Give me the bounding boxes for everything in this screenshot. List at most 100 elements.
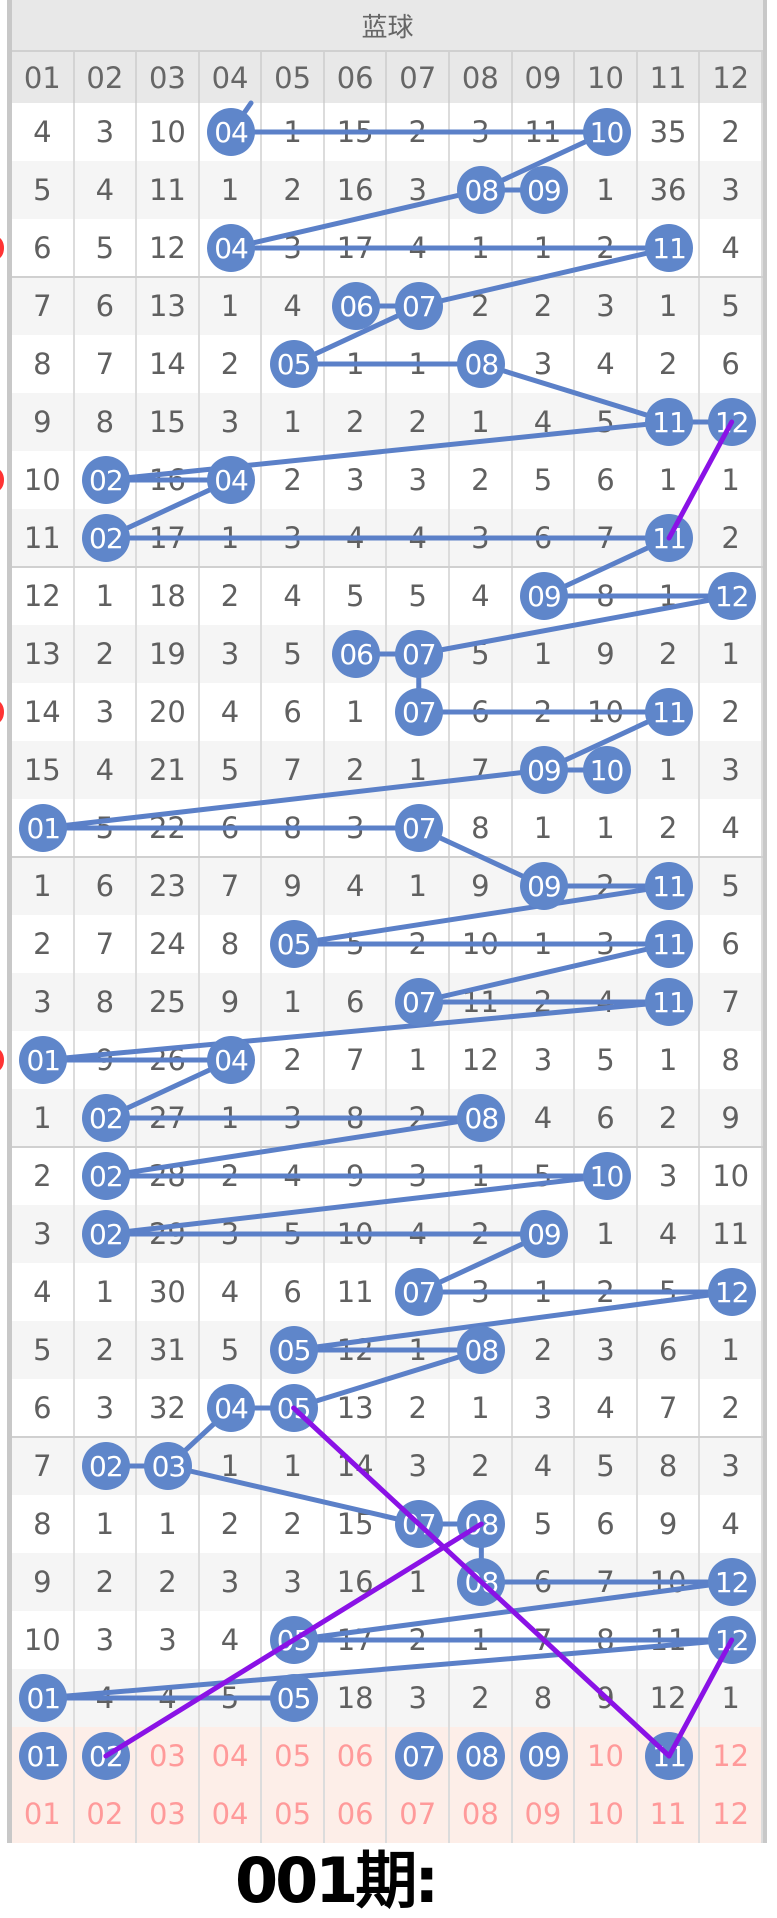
ball-10[interactable]: 10 — [582, 108, 631, 156]
cell: 3 — [75, 1611, 138, 1669]
ball-07[interactable]: 07 — [394, 804, 443, 852]
ball-01[interactable]: 01 — [19, 1674, 68, 1722]
ball-06[interactable]: 06 — [332, 630, 381, 678]
ball-12[interactable]: 12 — [707, 572, 756, 620]
ball-11[interactable]: 11 — [645, 688, 694, 736]
column-header-09[interactable]: 09 — [513, 52, 576, 103]
column-header-11[interactable]: 11 — [638, 52, 701, 103]
ball-11[interactable]: 11 — [645, 978, 694, 1026]
ball-09[interactable]: 09 — [519, 1732, 568, 1780]
ball-05[interactable]: 05 — [269, 1674, 318, 1722]
cell — [638, 509, 701, 567]
ball-02[interactable]: 02 — [81, 1210, 130, 1258]
ball-04[interactable]: 04 — [207, 224, 256, 272]
cell — [450, 1727, 513, 1785]
cell: 9 — [700, 1089, 763, 1147]
cell — [638, 857, 701, 915]
ball-03[interactable]: 03 — [144, 1442, 193, 1490]
ball-04[interactable]: 04 — [207, 1384, 256, 1432]
ball-04[interactable]: 04 — [207, 1036, 256, 1084]
column-header-08[interactable]: 08 — [450, 52, 513, 103]
ball-10[interactable]: 10 — [582, 746, 631, 794]
ball-09[interactable]: 09 — [519, 572, 568, 620]
ball-08[interactable]: 08 — [457, 166, 506, 214]
column-header-12[interactable]: 12 — [700, 52, 763, 103]
ball-05[interactable]: 05 — [269, 920, 318, 968]
column-header-03[interactable]: 03 — [137, 52, 200, 103]
ball-07[interactable]: 07 — [394, 688, 443, 736]
column-header-10[interactable]: 10 — [575, 52, 638, 103]
ball-01[interactable]: 01 — [19, 1732, 68, 1780]
cell: 5 — [200, 741, 263, 799]
cell: 1 — [387, 857, 451, 915]
cell: 12 — [137, 219, 200, 277]
selection-line — [666, 1637, 735, 1759]
cell: 05 — [262, 1727, 325, 1785]
column-header-02[interactable]: 02 — [75, 52, 138, 103]
ball-11[interactable]: 11 — [645, 224, 694, 272]
cell: 18 — [137, 567, 200, 625]
cell: 2 — [513, 1321, 576, 1379]
ball-05[interactable]: 05 — [269, 1326, 318, 1374]
ball-05[interactable]: 05 — [269, 340, 318, 388]
cell: 04 — [200, 1727, 263, 1785]
ball-08[interactable]: 08 — [457, 340, 506, 388]
cell: 10 — [12, 451, 75, 509]
cell: 1 — [700, 1321, 763, 1379]
ball-11[interactable]: 11 — [645, 398, 694, 446]
table-row: 71114324583 — [12, 1437, 763, 1495]
cell: 2 — [700, 509, 763, 567]
ball-09[interactable]: 09 — [519, 862, 568, 910]
ball-08[interactable]: 08 — [457, 1094, 506, 1142]
column-header-01[interactable]: 01 — [12, 52, 75, 103]
ball-06[interactable]: 06 — [332, 282, 381, 330]
ball-02[interactable]: 02 — [81, 456, 130, 504]
ball-02[interactable]: 02 — [81, 514, 130, 562]
ball-07[interactable]: 07 — [394, 1268, 443, 1316]
cell: 2 — [75, 1321, 138, 1379]
ball-09[interactable]: 09 — [519, 1210, 568, 1258]
ball-08[interactable]: 08 — [457, 1732, 506, 1780]
cell: 1 — [700, 625, 763, 683]
column-header-04[interactable]: 04 — [200, 52, 263, 103]
ball-09[interactable]: 09 — [519, 166, 568, 214]
ball-02[interactable]: 02 — [81, 1152, 130, 1200]
ball-09[interactable]: 09 — [519, 746, 568, 794]
ball-04[interactable]: 04 — [207, 456, 256, 504]
ball-07[interactable]: 07 — [394, 978, 443, 1026]
ball-11[interactable]: 11 — [645, 920, 694, 968]
ball-12[interactable]: 12 — [707, 1616, 756, 1664]
cell: 1 — [638, 277, 701, 335]
ball-01[interactable]: 01 — [19, 1036, 68, 1084]
ball-12[interactable]: 12 — [707, 1558, 756, 1606]
column-header-07[interactable]: 07 — [387, 52, 451, 103]
ball-07[interactable]: 07 — [394, 630, 443, 678]
cell — [387, 277, 451, 335]
selection-line — [666, 419, 735, 541]
column-header-06[interactable]: 06 — [325, 52, 388, 103]
cell: 7 — [700, 973, 763, 1031]
marker-dot — [0, 237, 4, 259]
ball-11[interactable]: 11 — [645, 862, 694, 910]
ball-02[interactable]: 02 — [81, 1442, 130, 1490]
ball-10[interactable]: 10 — [582, 1152, 631, 1200]
cell: 3 — [513, 1379, 576, 1437]
cell — [638, 915, 701, 973]
ball-04[interactable]: 04 — [207, 108, 256, 156]
ball-07[interactable]: 07 — [394, 1732, 443, 1780]
cell: 9 — [200, 973, 263, 1031]
cell: 1 — [137, 1495, 200, 1553]
column-header-05[interactable]: 05 — [262, 52, 325, 103]
cell: 6 — [12, 1379, 75, 1437]
ball-01[interactable]: 01 — [19, 804, 68, 852]
ball-02[interactable]: 02 — [81, 1094, 130, 1142]
ball-07[interactable]: 07 — [394, 282, 443, 330]
cell: 3 — [700, 741, 763, 799]
cell: 9 — [450, 857, 513, 915]
ball-12[interactable]: 12 — [707, 1268, 756, 1316]
cell — [450, 1321, 513, 1379]
ball-08[interactable]: 08 — [457, 1326, 506, 1374]
group-divider — [12, 1436, 763, 1438]
cell: 2 — [325, 741, 388, 799]
